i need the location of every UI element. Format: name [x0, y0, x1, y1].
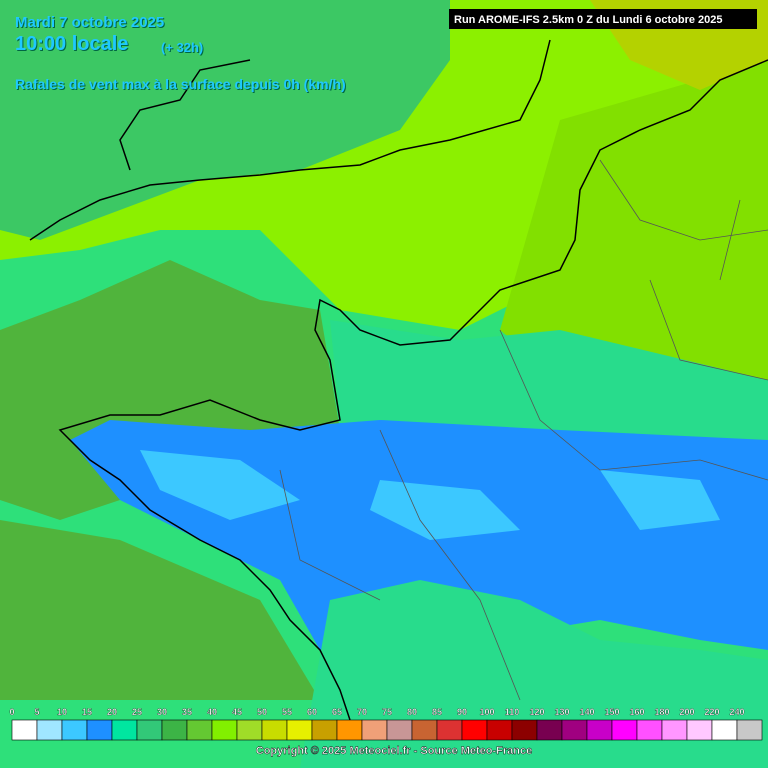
legend-swatch: [236, 719, 263, 741]
legend-label: 25: [132, 707, 142, 717]
legend-swatch: [711, 719, 738, 741]
legend-swatch: [611, 719, 638, 741]
north-france-zone: [500, 60, 768, 400]
region-borders: [279, 159, 768, 701]
legend-swatch: [361, 719, 388, 741]
legend-label: 130: [554, 707, 569, 717]
legend-swatch: [511, 719, 538, 741]
legend-swatch: [61, 719, 88, 741]
england-zone: [0, 0, 450, 240]
legend-swatch: [311, 719, 338, 741]
legend-label: 65: [332, 707, 342, 717]
legend-swatch: [261, 719, 288, 741]
coast-wales: [119, 59, 251, 171]
subtitle: Rafales de vent max à la surface depuis …: [15, 76, 346, 92]
coast-england: [29, 39, 551, 241]
legend-label: 110: [505, 707, 520, 717]
legend-swatch: [461, 719, 488, 741]
legend-label: 40: [207, 707, 217, 717]
legend-label: 220: [704, 707, 719, 717]
legend-swatch: [11, 719, 38, 741]
legend-label: 100: [479, 707, 494, 717]
legend-swatch: [286, 719, 313, 741]
legend-swatch: [486, 719, 513, 741]
legend-swatch: [211, 719, 238, 741]
copyright: Copyright © 2025 Meteociel.fr - Source M…: [256, 745, 532, 757]
legend-label: 35: [182, 707, 192, 717]
legend-label: 90: [457, 707, 467, 717]
legend-swatch: [661, 719, 688, 741]
legend-label: 20: [107, 707, 117, 717]
legend-label: 70: [357, 707, 367, 717]
atlantic-zone: [0, 520, 320, 700]
run-box: [449, 9, 757, 29]
legend-swatch: [136, 719, 163, 741]
legend-label: 15: [82, 707, 92, 717]
legend-label: 10: [57, 707, 67, 717]
legend-label: 55: [282, 707, 292, 717]
legend-swatch: [586, 719, 613, 741]
legend-label: 75: [382, 707, 392, 717]
legend-label: 80: [407, 707, 417, 717]
legend-label: 45: [232, 707, 242, 717]
legend-label: 60: [307, 707, 317, 717]
legend: 0 5 10 15 20 25 30 35 40 45 50 55 60 65 70 75 80 85 90 100 1…: [9, 707, 763, 741]
legend-swatch: [436, 719, 463, 741]
light-zone: [140, 450, 720, 540]
coast-france: [58, 59, 768, 721]
lead-time: (+ 32h): [161, 40, 204, 55]
legend-swatch: [36, 719, 63, 741]
legend-label: 180: [654, 707, 669, 717]
legend-label: 140: [579, 707, 594, 717]
legend-label: 240: [729, 707, 744, 717]
borders: [279, 159, 768, 701]
legend-swatch: [186, 719, 213, 741]
coastlines: [29, 39, 768, 721]
legend-label: 85: [432, 707, 442, 717]
legend-swatch: [686, 719, 713, 741]
legend-label: 150: [604, 707, 619, 717]
legend-label: 30: [157, 707, 167, 717]
legend-label: 0: [9, 707, 14, 717]
legend-swatch: [336, 719, 363, 741]
legend-label: 160: [629, 707, 644, 717]
legend-swatch: [536, 719, 563, 741]
legend-swatch: [636, 719, 663, 741]
legend-swatch: [161, 719, 188, 741]
legend-label: 120: [529, 707, 544, 717]
legend-swatch: [411, 719, 438, 741]
legend-swatch: [561, 719, 588, 741]
legend-label: 5: [34, 707, 39, 717]
legend-swatch: [111, 719, 138, 741]
legend-swatch: [386, 719, 413, 741]
legend-swatch: [86, 719, 113, 741]
paris-zone: [330, 320, 768, 440]
legend-swatch: [736, 719, 763, 741]
legend-label: 50: [257, 707, 267, 717]
date: Mardi 7 octobre 2025: [15, 14, 165, 31]
run-info: Run AROME-IFS 2.5km 0 Z du Lundi 6 octob…: [454, 14, 723, 26]
legend-label: 200: [679, 707, 694, 717]
time: 10:00 locale: [15, 33, 129, 55]
